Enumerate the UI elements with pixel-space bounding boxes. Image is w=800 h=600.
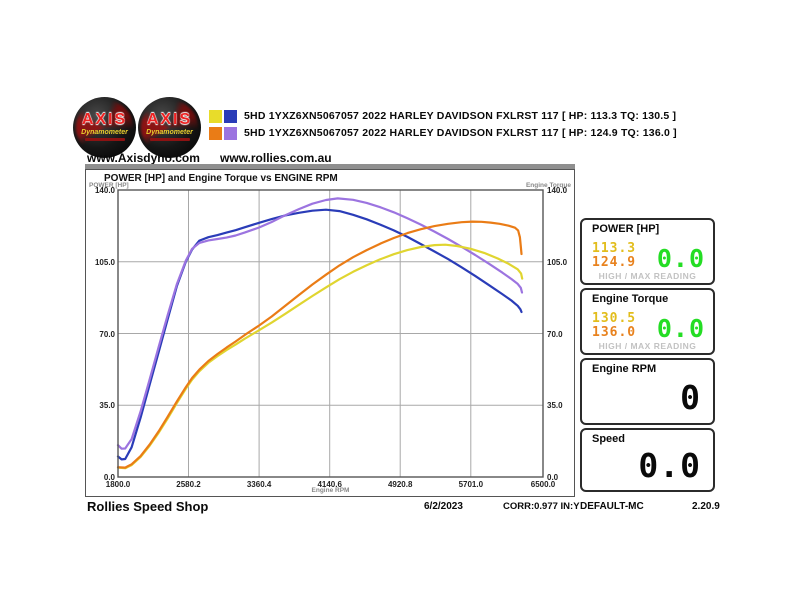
run1-legend-label: 5HD 1YXZ6XN5067057 2022 HARLEY DAVIDSON … — [244, 110, 677, 122]
logo-sub-text: Dynamometer — [81, 129, 128, 136]
logo-brand-text: AXIS — [81, 111, 128, 128]
shop-name: Rollies Speed Shop — [87, 499, 209, 514]
x-tick-label: 4140.6 — [317, 480, 342, 489]
y-tick-label: 0.0 — [103, 473, 115, 482]
right-axis-name: Engine Torque — [525, 182, 571, 189]
y-tick-label: 0.0 — [547, 473, 559, 482]
correction-factor: CORR:0.977 IN:Y — [503, 501, 580, 512]
rpm-live-value: 0 — [680, 378, 701, 417]
power-readout-panel: POWER [HP] 113.3 124.9 0.0 HIGH / MAX RE… — [580, 218, 715, 285]
run2-engine-torque-curve — [116, 197, 524, 450]
left-axis-name: POWER [HP] — [89, 182, 129, 189]
y-tick-label: 105.0 — [547, 257, 568, 267]
logo-tagline-bar — [84, 138, 125, 141]
x-tick-label: 6500.0 — [530, 480, 556, 489]
power-panel-title: POWER [HP] — [592, 223, 660, 235]
dyno-chart-panel: POWER [HP] and Engine Torque vs ENGINE R… — [85, 169, 575, 497]
profile-name: DEFAULT-MC — [580, 501, 644, 512]
logo-tagline-bar — [149, 138, 190, 141]
axisdyno-website-link[interactable]: www.Axisdyno.com — [87, 151, 200, 165]
power-max-run1: 113.3 — [592, 241, 637, 256]
y-tick-label: 140.0 — [94, 186, 115, 195]
axis-dyno-logo: AXIS Dynamometer — [73, 97, 136, 158]
x-tick-label: 4920.8 — [387, 480, 413, 489]
y-tick-label: 70.0 — [99, 329, 115, 339]
x-axis-name: Engine RPM — [311, 487, 350, 494]
logo-sub-text: Dynamometer — [146, 129, 193, 136]
y-tick-label: 35.0 — [547, 401, 563, 411]
x-tick-label: 1800.0 — [105, 480, 131, 489]
axis-dyno-logo: AXIS Dynamometer — [138, 97, 201, 158]
power-max-run2: 124.9 — [592, 255, 637, 270]
speed-panel-title: Speed — [592, 433, 626, 445]
torque-max-run1: 130.5 — [592, 311, 637, 326]
run1-torque-color-swatch — [224, 109, 237, 123]
run2-legend-label: 5HD 1YXZ6XN5067057 2022 HARLEY DAVIDSON … — [244, 127, 677, 139]
dyno-curves-svg — [116, 189, 544, 478]
run2-torque-color-swatch — [224, 126, 237, 140]
rollies-website-link[interactable]: www.rollies.com.au — [220, 151, 332, 165]
torque-panel-footer: HIGH / MAX READING — [598, 341, 697, 351]
power-panel-footer: HIGH / MAX READING — [598, 271, 697, 281]
y-tick-label: 70.0 — [547, 329, 563, 339]
plot-area: 140.0 105.0 70.0 35.0 0.0 140.0 105.0 70.0 35.0… — [95, 186, 567, 494]
run1-power-color-swatch — [209, 109, 222, 123]
torque-panel-title: Engine Torque — [592, 293, 669, 305]
speed-live-value: 0.0 — [638, 446, 701, 485]
torque-live-value: 0.0 — [656, 314, 705, 343]
torque-max-run2: 136.0 — [592, 325, 637, 340]
run1-legend-row: 5HD 1YXZ6XN5067057 2022 HARLEY DAVIDSON … — [209, 109, 676, 123]
torque-readout-panel: Engine Torque 130.5 136.0 0.0 HIGH / MAX… — [580, 288, 715, 355]
rpm-readout-panel: Engine RPM 0 — [580, 358, 715, 425]
power-live-value: 0.0 — [656, 244, 705, 273]
y-tick-label: 140.0 — [547, 186, 568, 195]
rpm-panel-title: Engine RPM — [592, 363, 657, 375]
run1-engine-torque-curve — [116, 208, 523, 461]
software-version: 2.20.9 — [692, 501, 720, 512]
x-tick-label: 5701.0 — [458, 480, 484, 489]
x-tick-label: 3360.4 — [246, 480, 272, 489]
run2-legend-row: 5HD 1YXZ6XN5067057 2022 HARLEY DAVIDSON … — [209, 126, 677, 140]
run2-power-hp-curve — [116, 220, 523, 469]
run-date: 6/2/2023 — [424, 501, 463, 512]
header-divider-bar — [85, 164, 575, 169]
y-tick-label: 105.0 — [94, 257, 115, 267]
y-tick-label: 35.0 — [99, 401, 115, 411]
chart-title: POWER [HP] and Engine Torque vs ENGINE R… — [104, 173, 338, 184]
speed-readout-panel: Speed 0.0 — [580, 428, 715, 492]
x-tick-label: 2580.2 — [176, 480, 201, 489]
run2-power-color-swatch — [209, 126, 222, 140]
logo-brand-text: AXIS — [146, 111, 193, 128]
